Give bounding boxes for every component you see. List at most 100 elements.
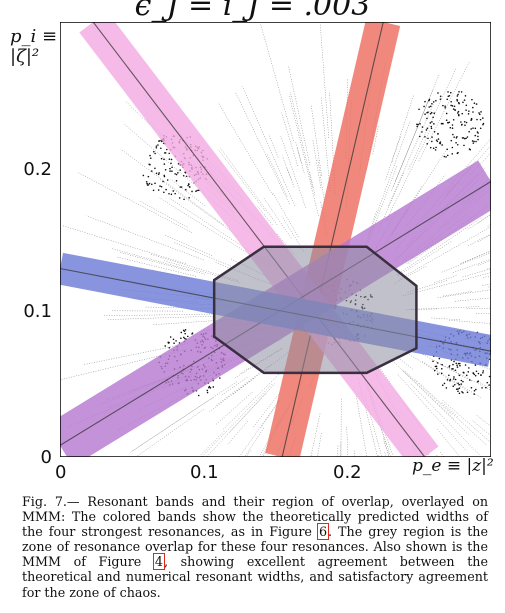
mmm-dot xyxy=(191,191,193,193)
mmm-dot xyxy=(461,91,463,93)
mmm-dot xyxy=(428,106,430,108)
mmm-dot xyxy=(463,145,465,147)
mmm-dot xyxy=(463,372,465,374)
mmm-dot xyxy=(179,186,181,188)
mmm-dot xyxy=(455,369,457,371)
figure-4-link[interactable]: 4 xyxy=(154,554,164,569)
mmm-dot xyxy=(468,113,470,115)
mmm-dot xyxy=(434,370,436,372)
mmm-dot xyxy=(450,140,452,142)
mmm-dot xyxy=(454,384,456,386)
mmm-dot xyxy=(426,112,428,114)
mmm-dot xyxy=(184,333,186,335)
mmm-dot xyxy=(462,137,464,139)
mmm-dot xyxy=(164,345,166,347)
mmm-dot xyxy=(169,170,171,172)
mmm-dot xyxy=(455,142,457,144)
mmm-dot xyxy=(435,147,437,149)
mmm-dot xyxy=(446,149,448,151)
y-tick-label: 0.2 xyxy=(0,159,52,180)
figure-title: ϵ_J = i_J = .003 xyxy=(0,0,505,23)
mmm-dot xyxy=(427,127,429,129)
mmm-dot xyxy=(188,184,190,186)
mmm-dot xyxy=(476,370,478,372)
mmm-dot xyxy=(455,379,457,381)
mmm-dot xyxy=(449,365,451,367)
mmm-dot xyxy=(471,99,473,101)
mmm-dot xyxy=(161,186,163,188)
mmm-dot xyxy=(462,102,464,104)
mmm-dot xyxy=(427,138,429,140)
mmm-dot xyxy=(481,387,483,389)
mmm-dot xyxy=(154,183,156,185)
mmm-dot xyxy=(153,151,155,153)
mmm-dot xyxy=(452,124,454,126)
mmm-dot xyxy=(430,147,432,149)
mmm-dot xyxy=(435,149,437,151)
mmm-dot xyxy=(467,371,469,373)
mmm-dot xyxy=(171,166,173,168)
mmm-dot xyxy=(430,122,432,124)
mmm-dot xyxy=(158,174,160,176)
mmm-dot xyxy=(440,95,442,97)
mmm-dot xyxy=(444,156,446,158)
mmm-dot xyxy=(431,127,433,129)
mmm-dot xyxy=(154,167,156,169)
mmm-dot xyxy=(173,338,175,340)
mmm-dot xyxy=(154,153,156,155)
mmm-dot xyxy=(447,155,449,157)
mmm-dot xyxy=(424,113,426,115)
mmm-dot xyxy=(156,145,158,147)
mmm-dot xyxy=(458,111,460,113)
mmm-dot xyxy=(437,92,439,94)
mmm-dot xyxy=(450,127,452,129)
figure-6-link[interactable]: 6 xyxy=(318,524,328,539)
mmm-dot xyxy=(458,102,460,104)
mmm-dot xyxy=(188,197,190,199)
mmm-dot xyxy=(458,91,460,93)
mmm-dot xyxy=(460,383,462,385)
mmm-dot xyxy=(456,364,458,366)
mmm-dot xyxy=(461,391,463,393)
mmm-dot xyxy=(474,102,476,104)
mmm-dot xyxy=(157,144,159,146)
mmm-dot xyxy=(159,185,161,187)
mmm-dot xyxy=(159,140,161,142)
mmm-dot xyxy=(453,378,455,380)
mmm-dot xyxy=(417,124,419,126)
mmm-dot xyxy=(488,384,490,386)
mmm-dot xyxy=(439,142,441,144)
mmm-dot xyxy=(158,172,160,174)
mmm-dot xyxy=(431,141,433,143)
mmm-dot xyxy=(459,365,461,367)
mmm-dot xyxy=(460,121,462,123)
mmm-dot xyxy=(179,197,181,199)
mmm-dot xyxy=(418,109,420,111)
mmm-dot xyxy=(186,175,188,177)
mmm-dot xyxy=(437,362,439,364)
mmm-dot xyxy=(195,190,197,192)
mmm-dot xyxy=(480,128,482,130)
mmm-dot xyxy=(213,386,215,388)
mmm-dot xyxy=(168,193,170,195)
mmm-dot xyxy=(162,181,164,183)
mmm-dot xyxy=(465,95,467,97)
mmm-dot xyxy=(452,127,454,129)
mmm-dot xyxy=(442,105,444,107)
mmm-dot xyxy=(177,172,179,174)
mmm-dot xyxy=(454,109,456,111)
mmm-dot xyxy=(446,119,448,121)
mmm-dot xyxy=(477,136,479,138)
mmm-dot xyxy=(457,144,459,146)
mmm-dot xyxy=(165,169,167,171)
x-axis-label: p_e ≡ |z|² xyxy=(412,456,494,476)
mmm-dot xyxy=(452,134,454,136)
mmm-dot xyxy=(426,143,428,145)
mmm-dot xyxy=(419,123,421,125)
mmm-dot xyxy=(446,387,448,389)
mmm-dot xyxy=(163,159,165,161)
mmm-dot xyxy=(476,119,478,121)
mmm-dot xyxy=(474,135,476,137)
mmm-dot xyxy=(477,380,479,382)
mmm-dot xyxy=(485,387,487,389)
